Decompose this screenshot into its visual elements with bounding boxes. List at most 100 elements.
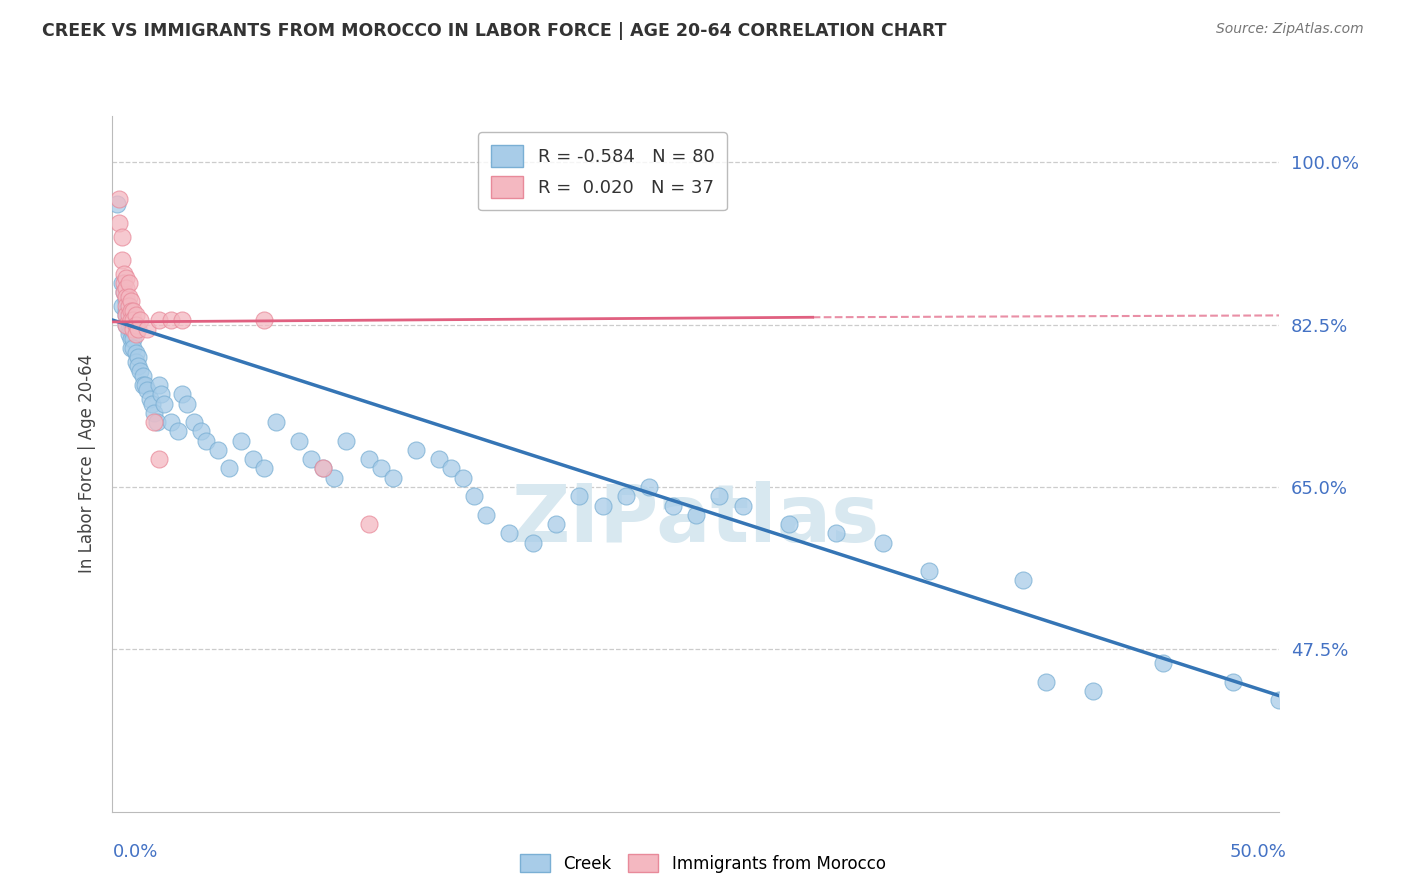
Point [115,280,138,294]
Point [242,452,264,467]
Point [125,326,148,341]
Point [115,271,138,285]
Point [614,489,637,503]
Point [118,276,141,290]
Text: 0.0%: 0.0% [112,843,157,861]
Point [592,499,614,513]
Point [522,535,544,549]
Point [122,313,145,327]
Point [568,489,591,503]
Point [125,309,148,323]
Point [253,313,276,327]
Point [405,442,427,457]
Point [359,452,381,467]
Point [685,508,707,522]
Point [311,461,333,475]
Point [370,461,392,475]
Point [1268,693,1291,707]
Point [115,303,138,318]
Point [872,535,894,549]
Point [134,378,156,392]
Point [166,425,188,439]
Point [498,526,520,541]
Point [638,480,661,494]
Point [127,359,149,374]
Point [148,378,170,392]
Point [125,355,148,369]
Point [108,216,131,230]
Point [731,499,754,513]
Text: CREEK VS IMMIGRANTS FROM MOROCCO IN LABOR FORCE | AGE 20-64 CORRELATION CHART: CREEK VS IMMIGRANTS FROM MOROCCO IN LABO… [42,22,946,40]
Point [148,452,170,467]
Point [229,434,252,448]
Point [111,299,134,313]
Point [125,345,148,359]
Point [451,471,474,485]
Point [127,350,149,364]
Point [160,415,183,429]
Point [288,434,311,448]
Point [299,452,322,467]
Point [129,364,152,378]
Point [141,396,163,410]
Point [120,332,142,346]
Point [115,318,138,332]
Point [183,415,205,429]
Point [125,318,148,332]
Point [120,322,142,336]
Text: 50.0%: 50.0% [1230,843,1286,861]
Point [148,313,170,327]
Point [194,434,217,448]
Point [122,341,145,355]
Text: ZIPatlas: ZIPatlas [512,481,880,558]
Point [111,229,134,244]
Point [112,285,135,300]
Point [118,309,141,323]
Point [115,309,138,323]
Point [143,415,166,429]
Point [150,387,173,401]
Point [122,322,145,336]
Point [118,322,141,336]
Point [139,392,162,406]
Point [218,461,240,475]
Point [463,489,485,503]
Point [427,452,450,467]
Point [1222,674,1244,689]
Point [112,276,135,290]
Point [440,461,463,475]
Legend: Creek, Immigrants from Morocco: Creek, Immigrants from Morocco [513,847,893,880]
Point [335,434,357,448]
Point [172,313,194,327]
Point [132,378,155,392]
Text: Source: ZipAtlas.com: Source: ZipAtlas.com [1216,22,1364,37]
Point [160,313,183,327]
Point [120,313,142,327]
Point [1152,657,1174,671]
Point [143,406,166,420]
Point [264,415,287,429]
Point [253,461,276,475]
Point [129,313,152,327]
Point [146,415,169,429]
Point [120,303,142,318]
Point [122,332,145,346]
Point [1011,573,1033,587]
Point [311,461,333,475]
Point [111,252,134,267]
Point [381,471,404,485]
Point [115,294,138,309]
Point [176,396,198,410]
Point [108,193,131,207]
Point [132,368,155,383]
Point [120,341,142,355]
Point [122,303,145,318]
Point [1035,674,1057,689]
Point [153,396,176,410]
Point [111,276,134,290]
Point [115,299,138,313]
Point [115,309,138,323]
Point [475,508,498,522]
Point [1081,684,1104,698]
Point [112,267,135,281]
